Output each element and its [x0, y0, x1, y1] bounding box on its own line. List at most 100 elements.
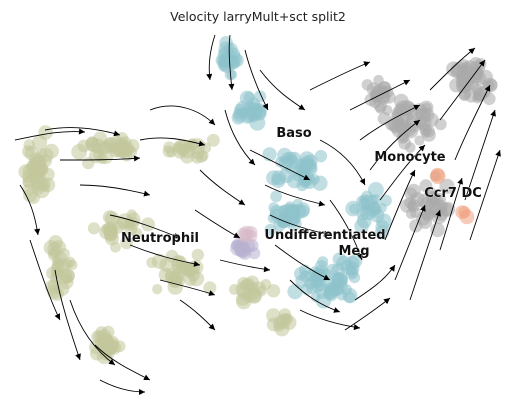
cell-point — [103, 221, 117, 236]
cell-point — [245, 281, 259, 295]
velocity-stream — [59, 157, 141, 161]
cell-point — [404, 196, 416, 209]
velocity-arrowhead — [198, 140, 205, 147]
cell-point — [430, 168, 446, 185]
cell-point — [110, 241, 121, 253]
velocity-arrowhead — [323, 274, 330, 280]
velocity-stream — [14, 131, 86, 141]
velocity-arrowhead — [490, 110, 496, 117]
velocity-arrowhead — [193, 260, 200, 267]
cell-point — [342, 288, 358, 304]
cell-point — [462, 78, 475, 91]
cell-point — [152, 284, 163, 295]
cluster-label-monocyte: Monocyte — [374, 150, 445, 165]
cell-point — [457, 58, 470, 72]
cell-point — [120, 236, 133, 250]
velocity-stream — [94, 344, 151, 381]
cell-point — [230, 53, 244, 68]
velocity-arrowhead — [206, 73, 213, 80]
cell-point — [43, 240, 59, 256]
cluster-labels: Baso Monocyte Ccr7 DC Neutrophil Undiffe… — [121, 126, 482, 260]
velocity-stream — [469, 149, 501, 241]
cell-point — [88, 149, 103, 164]
cell-point — [218, 59, 231, 72]
cell-point — [245, 239, 259, 252]
velocity-stream — [394, 204, 426, 281]
velocity-arrowhead — [495, 150, 501, 157]
chart-title: Velocity larryMult+sct split2 — [170, 9, 346, 24]
velocity-arrowhead — [263, 266, 270, 273]
cell-point — [294, 267, 308, 281]
cell-point — [217, 47, 231, 62]
cell-point — [284, 151, 297, 164]
velocity-arrowhead — [389, 265, 395, 272]
cell-point — [270, 190, 282, 203]
velocity-arrowhead — [357, 253, 363, 260]
cell-point — [184, 274, 197, 287]
cell-point — [262, 147, 277, 162]
cell-points — [18, 36, 498, 365]
velocity-stream — [439, 59, 486, 121]
cell-point — [45, 279, 60, 295]
cell-point — [398, 137, 412, 150]
cell-point — [162, 145, 175, 158]
velocity-stream — [464, 109, 496, 201]
cell-point — [260, 279, 272, 290]
velocity-arrowhead — [403, 80, 410, 86]
cell-point — [207, 133, 220, 147]
cluster-label-ccr7-dc: Ccr7 DC — [424, 186, 482, 201]
cell-point — [281, 209, 293, 222]
velocity-stream — [249, 149, 311, 181]
velocity-stream — [274, 244, 331, 281]
velocity-arrowhead — [298, 104, 305, 110]
velocity-stream — [319, 139, 366, 186]
velocity-stream — [354, 264, 396, 301]
velocity-arrowhead — [435, 210, 441, 217]
cell-point — [434, 118, 447, 131]
velocity-arrowhead — [238, 199, 245, 205]
cell-point — [203, 281, 217, 295]
velocity-arrowhead — [359, 178, 365, 185]
cell-point — [126, 212, 141, 227]
cell-point — [349, 203, 360, 214]
cell-point — [311, 281, 324, 293]
cell-point — [64, 256, 76, 268]
cell-point — [87, 222, 100, 235]
cluster-label-meg: Meg — [338, 244, 369, 259]
velocity-stream — [454, 84, 491, 161]
cell-point — [439, 178, 455, 194]
cell-point — [146, 257, 158, 268]
velocity-arrowhead — [143, 374, 150, 380]
velocity-arrowhead — [75, 353, 81, 360]
velocity-arrowhead — [413, 120, 420, 126]
velocity-arrowhead — [208, 323, 215, 330]
cell-point — [24, 146, 39, 161]
cell-point — [345, 261, 360, 276]
cell-point — [198, 150, 209, 162]
velocity-stream — [79, 184, 151, 196]
velocity-stream — [149, 105, 216, 126]
cell-point — [95, 326, 108, 339]
velocity-arrowhead — [383, 298, 390, 305]
cell-point — [71, 143, 88, 160]
velocity-arrowhead — [333, 307, 340, 313]
velocity-stream — [409, 209, 441, 301]
velocity-arrowhead — [248, 158, 255, 165]
velocity-arrowhead — [143, 190, 150, 197]
cell-point — [37, 164, 49, 176]
cell-point — [234, 239, 246, 251]
cell-point — [430, 222, 445, 238]
cell-point — [38, 180, 50, 192]
cell-point — [394, 118, 409, 133]
velocity-arrowhead — [468, 48, 475, 55]
cell-point — [180, 262, 194, 276]
velocity-arrowhead — [413, 105, 420, 111]
cell-point — [51, 256, 63, 267]
velocity-stream — [208, 34, 216, 81]
velocity-arrowhead — [208, 118, 215, 125]
velocity-arrowhead — [108, 359, 115, 365]
velocity-arrowhead — [457, 178, 463, 185]
cell-point — [312, 267, 327, 283]
velocity-stream — [69, 299, 116, 366]
cluster-label-undifferentiated: Undifferentiated — [264, 228, 385, 243]
